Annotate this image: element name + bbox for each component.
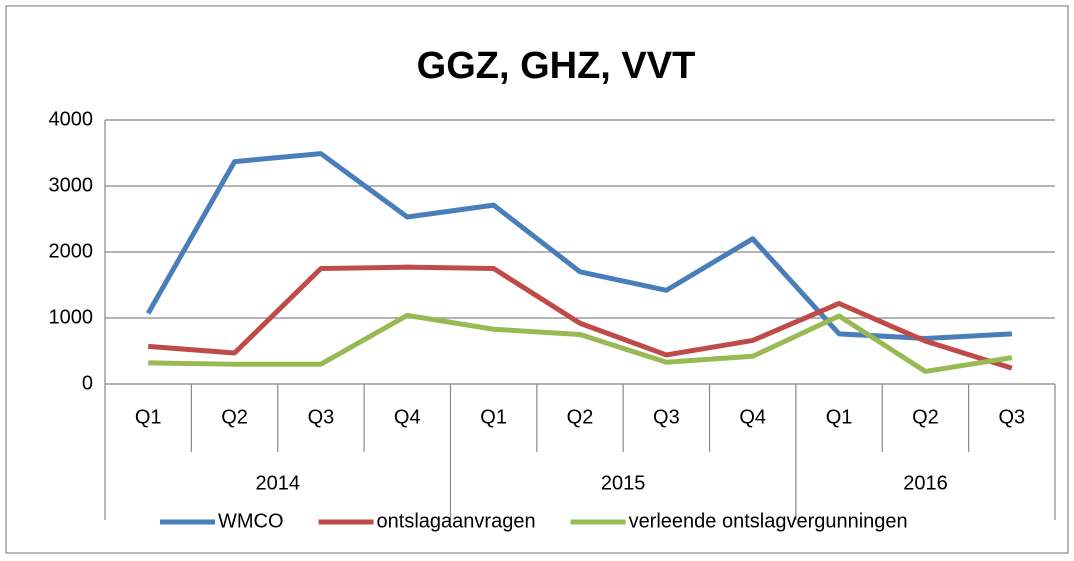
x-group-label: 2016 bbox=[903, 472, 948, 494]
chart-title: GGZ, GHZ, VVT bbox=[417, 45, 696, 87]
y-tick-label: 4000 bbox=[49, 108, 94, 130]
x-tick-label: Q3 bbox=[308, 406, 335, 428]
x-tick-label: Q2 bbox=[221, 406, 248, 428]
x-tick-label: Q1 bbox=[480, 406, 507, 428]
x-tick-label: Q1 bbox=[135, 406, 162, 428]
legend-label: verleende ontslagvergunningen bbox=[629, 510, 908, 532]
chart-border bbox=[5, 5, 1069, 554]
x-tick-label: Q4 bbox=[739, 406, 766, 428]
x-tick-label: Q3 bbox=[653, 406, 680, 428]
series-line bbox=[147, 264, 1013, 371]
y-tick-label: 2000 bbox=[49, 240, 94, 262]
y-tick-label: 1000 bbox=[49, 306, 94, 328]
series-line bbox=[148, 312, 1013, 374]
x-tick-label: Q4 bbox=[394, 406, 421, 428]
x-tick-label: Q2 bbox=[912, 406, 939, 428]
y-tick-label: 0 bbox=[82, 372, 93, 394]
x-tick-label: Q1 bbox=[826, 406, 853, 428]
x-group-label: 2014 bbox=[255, 472, 300, 494]
x-tick-label: Q3 bbox=[998, 406, 1025, 428]
y-tick-label: 3000 bbox=[49, 174, 94, 196]
x-group-label: 2015 bbox=[601, 472, 646, 494]
legend-label: ontslagaanvragen bbox=[377, 510, 536, 532]
x-tick-label: Q2 bbox=[567, 406, 594, 428]
legend-label: WMCO bbox=[218, 510, 284, 532]
